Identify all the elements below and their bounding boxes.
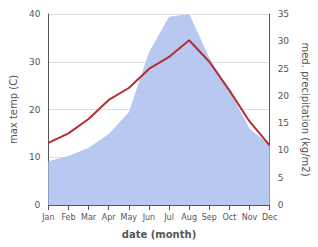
svg-text:10: 10: [29, 152, 41, 162]
svg-text:Mar: Mar: [81, 213, 97, 222]
svg-text:Apr: Apr: [102, 213, 117, 222]
svg-text:30: 30: [29, 57, 41, 67]
svg-text:date (month): date (month): [122, 229, 196, 240]
svg-text:Dec: Dec: [262, 213, 277, 222]
svg-text:Nov: Nov: [242, 213, 258, 222]
svg-text:Jun: Jun: [142, 213, 156, 222]
svg-text:40: 40: [29, 9, 41, 19]
svg-text:0: 0: [278, 200, 284, 210]
svg-text:10: 10: [278, 145, 290, 155]
svg-text:Feb: Feb: [61, 213, 75, 222]
svg-text:20: 20: [29, 105, 41, 115]
svg-text:35: 35: [278, 9, 289, 19]
svg-text:15: 15: [278, 118, 289, 128]
svg-text:med. precipitation (kg/m2): med. precipitation (kg/m2): [300, 42, 311, 176]
svg-text:max temp (C): max temp (C): [8, 75, 19, 144]
svg-text:Aug: Aug: [181, 213, 197, 222]
svg-text:Jul: Jul: [163, 213, 174, 222]
svg-text:30: 30: [278, 36, 290, 46]
svg-text:Oct: Oct: [222, 213, 236, 222]
svg-text:0: 0: [35, 200, 41, 210]
svg-text:25: 25: [278, 64, 289, 74]
svg-text:5: 5: [278, 173, 284, 183]
svg-text:Jan: Jan: [41, 213, 54, 222]
svg-text:Sep: Sep: [202, 213, 217, 222]
svg-text:20: 20: [278, 91, 290, 101]
svg-text:May: May: [121, 213, 138, 222]
